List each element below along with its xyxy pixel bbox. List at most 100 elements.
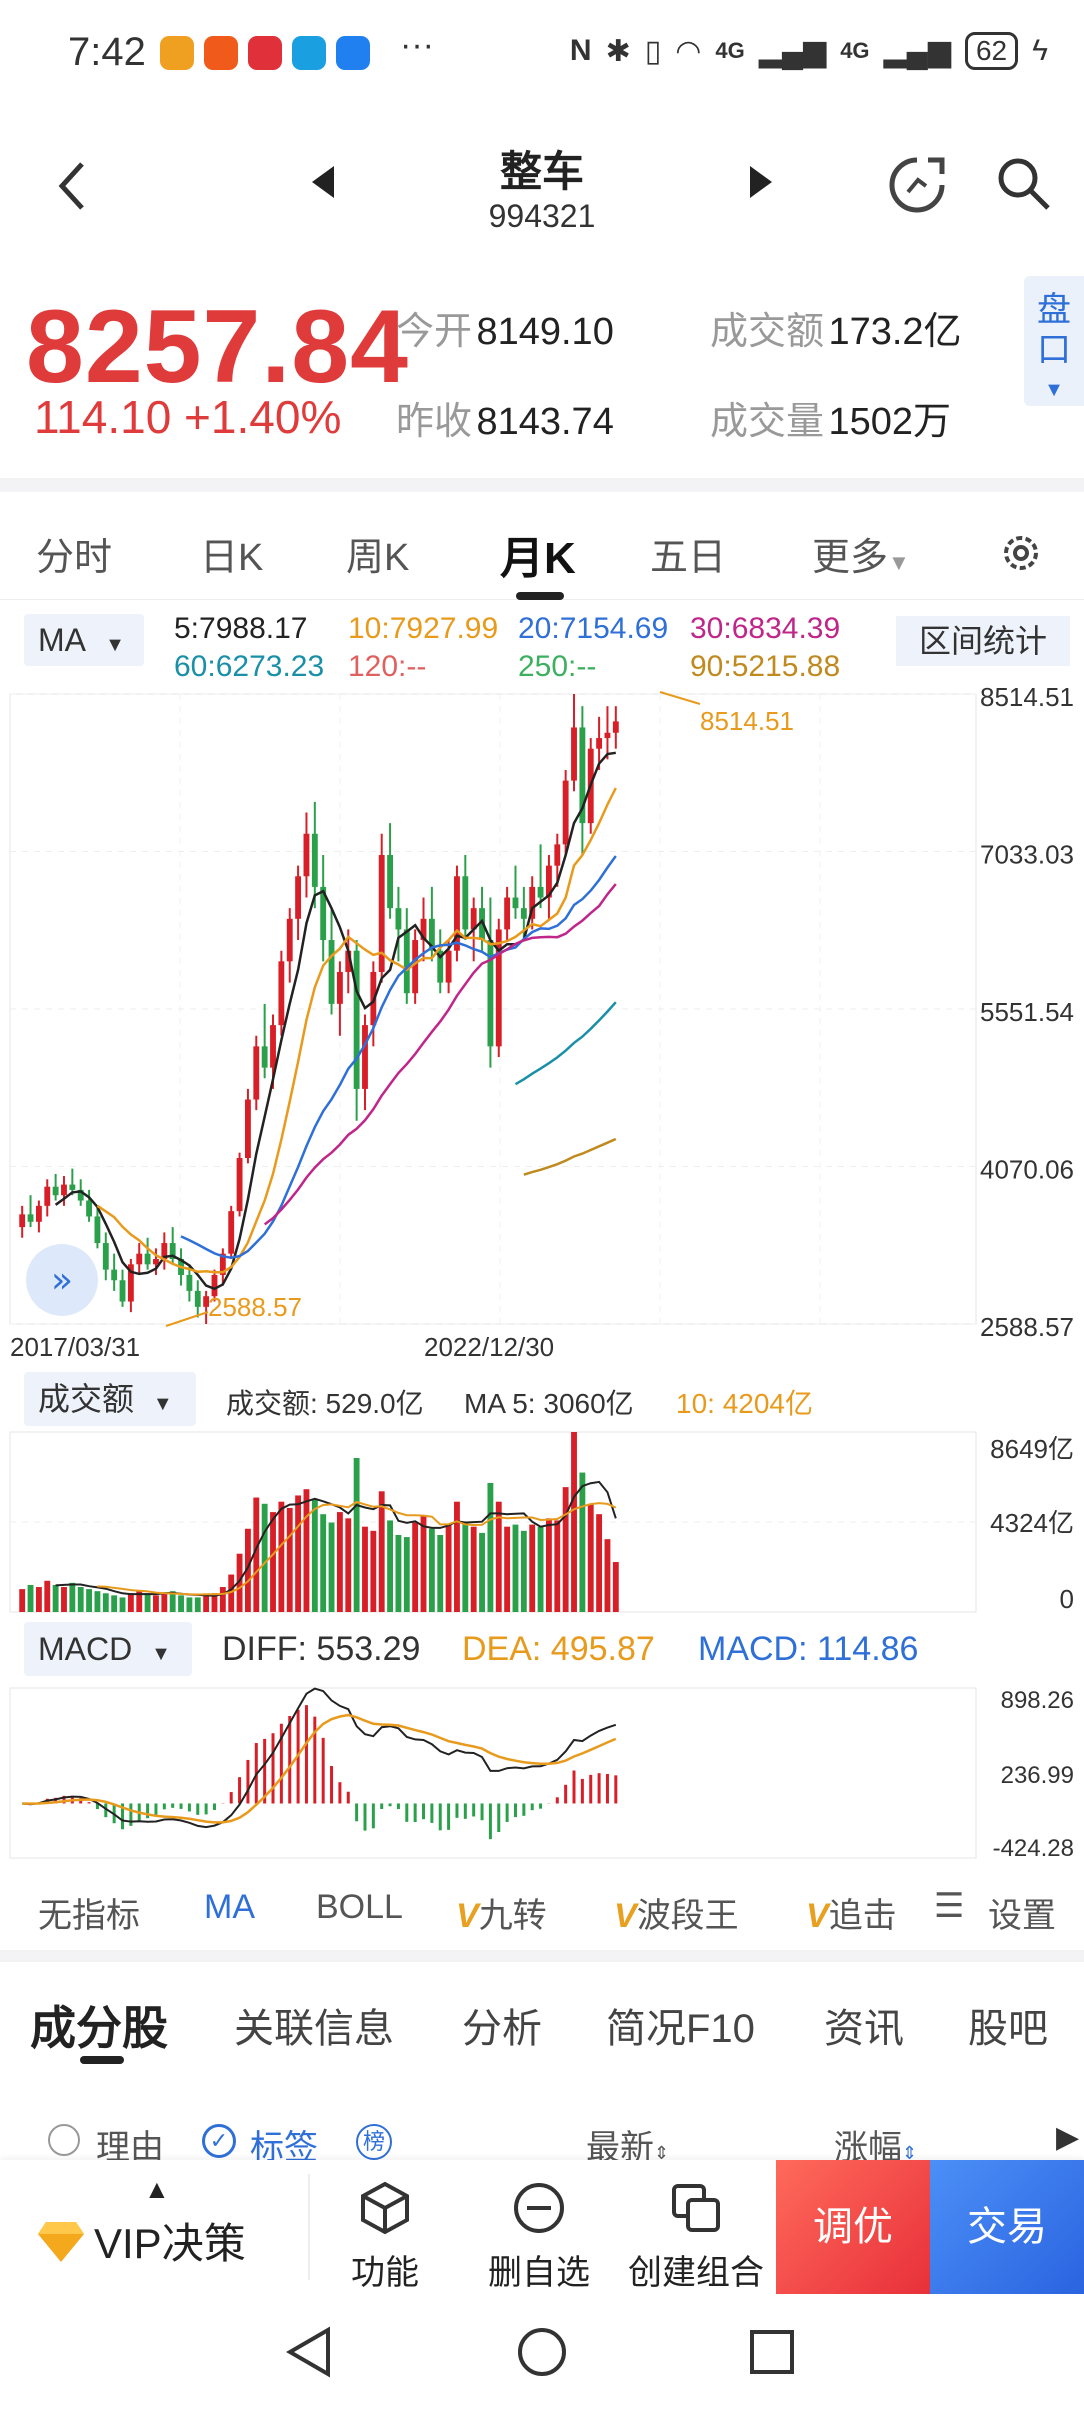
volume-bar <box>61 1587 67 1612</box>
volume-bar <box>261 1503 268 1612</box>
range-stats-button[interactable]: 区间统计 <box>896 616 1070 666</box>
candle-body <box>479 908 485 941</box>
volume-bar <box>537 1526 544 1612</box>
candle-body <box>495 929 502 1047</box>
volume-bar <box>579 1472 586 1612</box>
volume-bar <box>387 1520 393 1612</box>
volume-bar <box>144 1593 151 1612</box>
tag-checkbox[interactable]: ✓ <box>202 2124 236 2158</box>
volume-bar <box>169 1591 176 1612</box>
tab-daily-k[interactable]: 日K <box>200 537 264 579</box>
next-stock-icon[interactable] <box>750 166 772 198</box>
candle-body <box>311 833 318 887</box>
pankou-button[interactable]: 盘口 ▼ <box>1024 276 1084 406</box>
volume-bar <box>52 1584 59 1612</box>
tab-forum[interactable]: 股吧 <box>968 2007 1048 2051</box>
candle-body <box>119 1280 126 1302</box>
scroll-right-icon[interactable]: ▶ <box>1056 2121 1080 2154</box>
indicator-zhuiji[interactable]: V追击 <box>806 1888 928 1937</box>
macd-dea: DEA: 495.87 <box>462 1630 655 1668</box>
ma20-line <box>180 855 617 1259</box>
ma90-value: 90:5215.88 <box>690 650 841 683</box>
volume-bar <box>270 1512 276 1612</box>
cube-icon <box>361 2181 409 2235</box>
nav-home-icon[interactable] <box>514 2324 570 2380</box>
volume-bar <box>35 1587 42 1612</box>
tab-monthly-k[interactable]: 月K <box>500 534 576 583</box>
candle-body <box>462 876 469 930</box>
vip-diamond-icon <box>38 2221 84 2262</box>
tune-button[interactable]: 调优 <box>776 2160 930 2294</box>
app4-icon <box>292 36 326 70</box>
rank-badge[interactable]: 榜 <box>356 2124 392 2160</box>
reason-radio[interactable] <box>48 2124 80 2156</box>
volume-bar <box>136 1591 143 1612</box>
nav-recents-icon[interactable] <box>744 2324 800 2380</box>
candle-body <box>219 1253 226 1275</box>
ma30-line <box>263 883 617 1226</box>
volume-chart[interactable]: 8649亿 4324亿 0 <box>0 1424 1084 1620</box>
create-portfolio-button[interactable]: 创建组合 <box>620 2180 772 2294</box>
vip-v-icon: V <box>614 1897 637 1935</box>
signal-2-icon: ▂▄▆ <box>883 34 951 68</box>
function-button[interactable]: 功能 <box>330 2180 440 2294</box>
indicator-settings-label: 设置 <box>988 1897 1056 1935</box>
trade-button[interactable]: 交易 <box>930 2160 1084 2294</box>
volume-selector[interactable]: 成交额 ▼ <box>24 1372 196 1426</box>
indicator-boduanwang[interactable]: V波段王 <box>614 1888 739 1937</box>
price-change: 114.10 +1.40% <box>34 391 342 443</box>
vip-decision-label: VIP决策 <box>94 2220 246 2267</box>
tab-weekly-k[interactable]: 周K <box>346 537 410 579</box>
gear-icon[interactable] <box>996 528 1046 578</box>
tab-related-info[interactable]: 关联信息 <box>234 2007 394 2051</box>
volume-bar <box>362 1526 368 1612</box>
search-icon[interactable] <box>996 156 1052 212</box>
nav-back-icon[interactable] <box>282 2324 338 2380</box>
volume-bar <box>94 1591 101 1612</box>
tab-f10[interactable]: 简况F10 <box>606 2007 755 2051</box>
volume-bar <box>211 1593 218 1612</box>
volume-selector-label: 成交额 <box>38 1381 135 1417</box>
indicator-boll[interactable]: BOLL <box>316 1888 403 1926</box>
status-right: N ✱ ▯ ◠ 4G ▂▄▆ 4G ▂▄▆ 62 ϟ <box>570 32 1048 70</box>
remove-watchlist-button[interactable]: 删自选 <box>474 2180 604 2294</box>
volume-bar <box>403 1537 410 1612</box>
candle-body <box>537 886 544 898</box>
tab-news[interactable]: 资讯 <box>824 2007 904 2051</box>
tab-analysis[interactable]: 分析 <box>462 2007 542 2051</box>
amount-value: 173.2亿 <box>828 311 962 353</box>
ma5-line <box>54 751 616 1291</box>
tab-five-day[interactable]: 五日 <box>650 537 727 579</box>
macd-dea-line <box>22 1713 617 1824</box>
refresh-icon[interactable] <box>886 154 948 216</box>
macd-chart[interactable]: 898.26 236.99 -424.28 <box>0 1680 1084 1866</box>
volume-bar <box>228 1574 235 1612</box>
chevron-down-icon: ▼ <box>888 550 910 575</box>
prev-stock-icon[interactable] <box>312 166 334 198</box>
indicator-settings[interactable]: ☰ 设置 <box>930 1876 1084 1946</box>
last-price: 8257.84 <box>26 289 409 405</box>
volume-ma10: 10: 4204亿 <box>676 1388 813 1419</box>
y-tick-label: 4070.06 <box>980 1155 1074 1185</box>
indicator-none[interactable]: 无指标 <box>38 1897 140 1935</box>
expand-up-icon[interactable]: ▲ <box>144 2174 170 2204</box>
prev-close-value: 8143.74 <box>476 401 614 443</box>
candle-body <box>336 971 343 1004</box>
candle-body <box>136 1253 143 1265</box>
indicator-jiuzhuan[interactable]: V九转 <box>456 1888 547 1937</box>
back-icon[interactable] <box>52 156 92 216</box>
vibrate-icon: ▯ <box>644 34 662 68</box>
volume-bar <box>571 1432 577 1612</box>
kline-chart[interactable]: 8514.51 7033.03 5551.54 4070.06 2588.57 8514.… <box>0 680 1084 1366</box>
macd-selector[interactable]: MACD ▼ <box>24 1622 192 1676</box>
ma10-line <box>96 787 617 1274</box>
vip-decision-button[interactable]: VIP决策 <box>36 2210 246 2271</box>
tab-intraday[interactable]: 分时 <box>36 537 113 579</box>
tab-more[interactable]: 更多▼ <box>812 526 910 581</box>
low-annotation-line <box>165 1311 209 1327</box>
ma-selector[interactable]: MA ▼ <box>24 614 144 666</box>
indicator-ma[interactable]: MA <box>204 1888 255 1926</box>
candle-body <box>604 732 611 739</box>
candle-body <box>596 738 603 749</box>
tab-constituents[interactable]: 成分股 <box>30 2002 168 2054</box>
